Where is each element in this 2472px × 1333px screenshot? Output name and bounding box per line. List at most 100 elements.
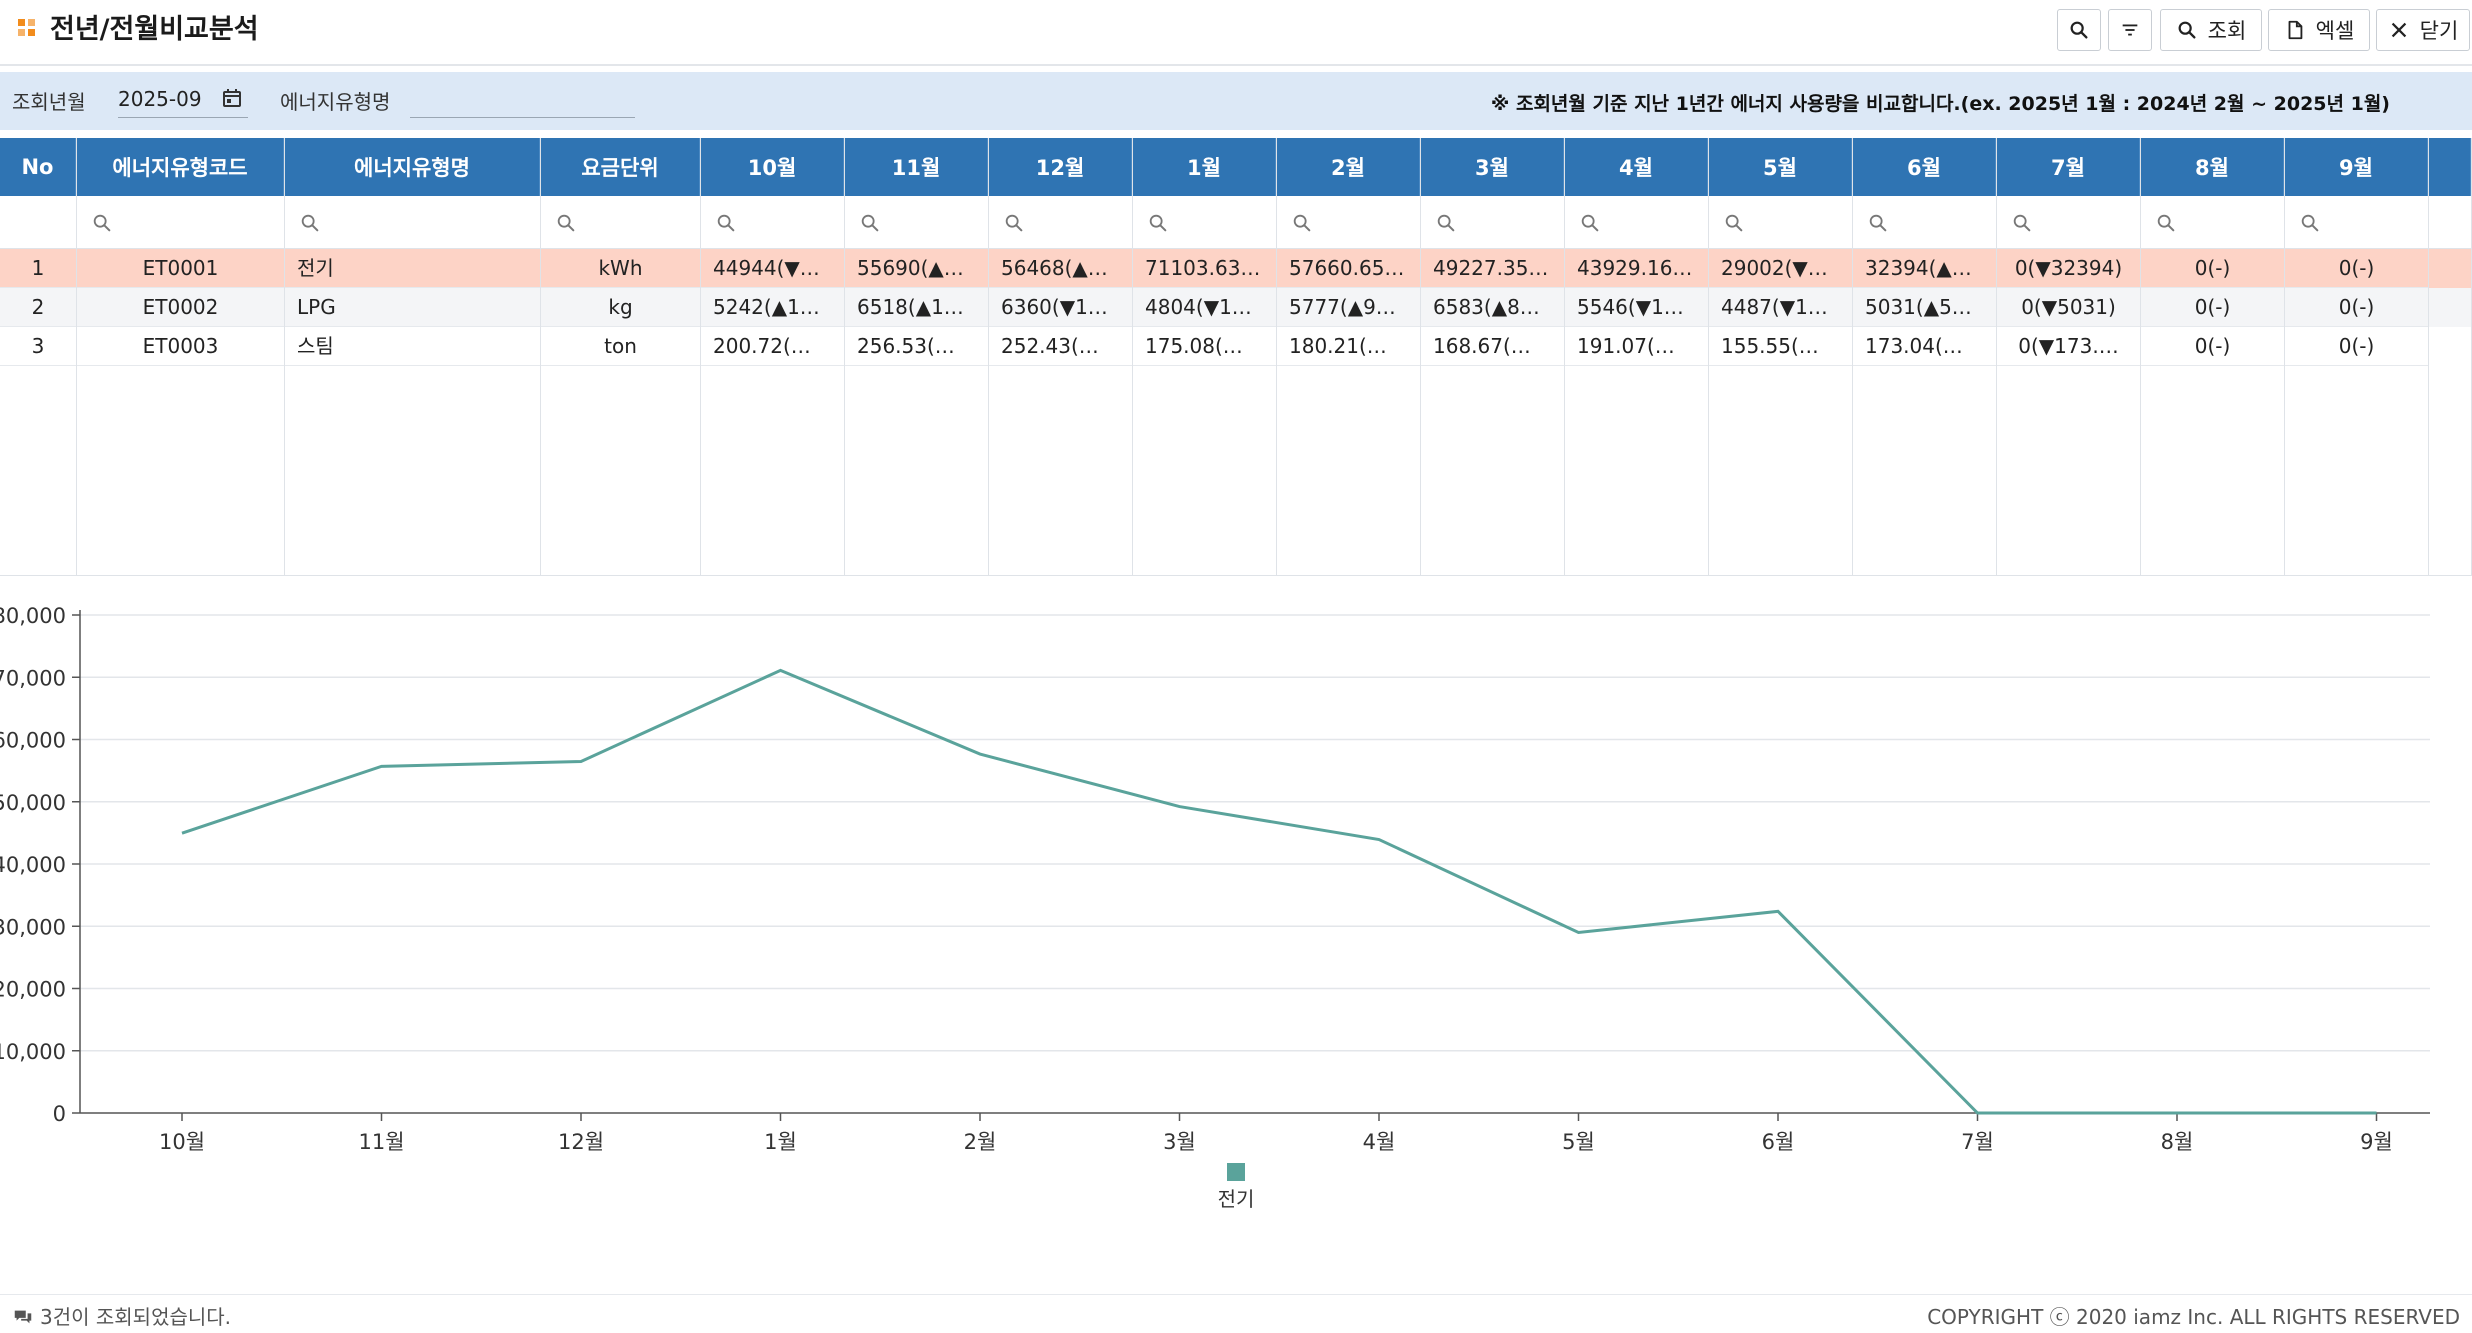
cell-dec[interactable]: 56468(▲… [989, 249, 1132, 288]
cell-may[interactable]: 29002(▼… [1709, 249, 1852, 288]
column-header-no[interactable]: No [0, 138, 76, 196]
cell-unit[interactable]: kg [541, 288, 700, 327]
data-point[interactable] [178, 829, 186, 837]
cell-jul[interactable]: 0(▼5031) [1997, 288, 2140, 327]
column-header-oct[interactable]: 10월 [701, 138, 844, 196]
cell-mar[interactable]: 6583(▲8… [1421, 288, 1564, 327]
cell-dec[interactable]: 252.43(… [989, 327, 1132, 366]
data-point[interactable] [1575, 928, 1583, 936]
column-header-mar[interactable]: 3월 [1421, 138, 1564, 196]
cell-sep[interactable]: 0(-) [2285, 249, 2428, 288]
data-point[interactable] [1774, 907, 1782, 915]
column-filter-jul[interactable] [1997, 196, 2140, 249]
cell-energy-name[interactable]: LPG [285, 288, 540, 327]
column-header-apr[interactable]: 4월 [1565, 138, 1708, 196]
column-filter-aug[interactable] [2141, 196, 2284, 249]
selected-row-highlight[interactable] [0, 249, 2472, 288]
filter-button[interactable] [2108, 9, 2152, 51]
column-header-dec[interactable]: 12월 [989, 138, 1132, 196]
cell-energy-code[interactable]: ET0001 [77, 249, 284, 288]
cell-aug[interactable]: 0(-) [2141, 327, 2284, 366]
cell-jan[interactable]: 4804(▼1… [1133, 288, 1276, 327]
cell-jul[interactable]: 0(▼32394) [1997, 249, 2140, 288]
period-field[interactable]: 2025-09 [118, 84, 248, 118]
cell-unit[interactable]: ton [541, 327, 700, 366]
column-filter-may[interactable] [1709, 196, 1852, 249]
column-filter-apr[interactable] [1565, 196, 1708, 249]
cell-energy-name[interactable]: 전기 [285, 249, 540, 288]
data-point[interactable] [1375, 836, 1383, 844]
cell-jun[interactable]: 173.04(… [1853, 327, 1996, 366]
cell-may[interactable]: 155.55(… [1709, 327, 1852, 366]
column-filter-dec[interactable] [989, 196, 1132, 249]
cell-may[interactable]: 4487(▼1… [1709, 288, 1852, 327]
calendar-icon[interactable] [220, 86, 244, 110]
cell-sep[interactable]: 0(-) [2285, 288, 2428, 327]
cell-no[interactable]: 2 [0, 288, 76, 327]
column-filter-jun[interactable] [1853, 196, 1996, 249]
cell-aug[interactable]: 0(-) [2141, 249, 2284, 288]
column-header-sep[interactable]: 9월 [2285, 138, 2428, 196]
cell-feb[interactable]: 57660.65… [1277, 249, 1420, 288]
column-header-feb[interactable]: 2월 [1277, 138, 1420, 196]
column-filter-no[interactable] [0, 196, 76, 249]
cell-jan[interactable]: 175.08(… [1133, 327, 1276, 366]
column-filter-feb[interactable] [1277, 196, 1420, 249]
excel-button[interactable]: 엑셀 [2268, 9, 2370, 51]
search-button[interactable]: 조회 [2160, 9, 2262, 51]
data-point[interactable] [2173, 1109, 2181, 1117]
data-point[interactable] [577, 757, 585, 765]
cell-oct[interactable]: 200.72(… [701, 327, 844, 366]
cell-jun[interactable]: 5031(▲5… [1853, 288, 1996, 327]
cell-apr[interactable]: 5546(▼1… [1565, 288, 1708, 327]
column-filter-nov[interactable] [845, 196, 988, 249]
column-filter-mar[interactable] [1421, 196, 1564, 249]
cell-apr[interactable]: 191.07(… [1565, 327, 1708, 366]
energy-name-field[interactable] [410, 84, 635, 118]
cell-oct[interactable]: 44944(▼… [701, 249, 844, 288]
cell-jul[interactable]: 0(▼173.… [1997, 327, 2140, 366]
cell-no[interactable]: 1 [0, 249, 76, 288]
data-point[interactable] [2373, 1109, 2381, 1117]
column-filter-energy-name[interactable] [285, 196, 540, 249]
energy-name-input[interactable] [410, 84, 635, 114]
cell-energy-code[interactable]: ET0002 [77, 288, 284, 327]
cell-nov[interactable]: 55690(▲… [845, 249, 988, 288]
cell-dec[interactable]: 6360(▼1… [989, 288, 1132, 327]
column-header-energy-name[interactable]: 에너지유형명 [285, 138, 540, 196]
cell-aug[interactable]: 0(-) [2141, 288, 2284, 327]
data-point[interactable] [1176, 803, 1184, 811]
column-filter-oct[interactable] [701, 196, 844, 249]
cell-unit[interactable]: kWh [541, 249, 700, 288]
cell-apr[interactable]: 43929.16… [1565, 249, 1708, 288]
data-point[interactable] [976, 750, 984, 758]
row-stripe[interactable] [0, 288, 2472, 327]
column-header-may[interactable]: 5월 [1709, 138, 1852, 196]
column-header-jun[interactable]: 6월 [1853, 138, 1996, 196]
column-filter-jan[interactable] [1133, 196, 1276, 249]
legend-label[interactable]: 전기 [1218, 1187, 1255, 1211]
series-line-0[interactable] [181, 668, 2377, 1115]
close-button[interactable]: 닫기 [2376, 9, 2470, 51]
cell-energy-name[interactable]: 스팀 [285, 327, 540, 366]
cell-feb[interactable]: 180.21(… [1277, 327, 1420, 366]
cell-nov[interactable]: 6518(▲1… [845, 288, 988, 327]
column-header-aug[interactable]: 8월 [2141, 138, 2284, 196]
cell-jun[interactable]: 32394(▲… [1853, 249, 1996, 288]
cell-mar[interactable]: 49227.35… [1421, 249, 1564, 288]
column-header-unit[interactable]: 요금단위 [541, 138, 700, 196]
data-point[interactable] [378, 762, 386, 770]
column-filter-unit[interactable] [541, 196, 700, 249]
column-header-energy-code[interactable]: 에너지유형코드 [77, 138, 284, 196]
column-header-jul[interactable]: 7월 [1997, 138, 2140, 196]
cell-energy-code[interactable]: ET0003 [77, 327, 284, 366]
cell-oct[interactable]: 5242(▲1… [701, 288, 844, 327]
row-stripe[interactable] [0, 327, 2472, 366]
cell-nov[interactable]: 256.53(… [845, 327, 988, 366]
legend-swatch[interactable] [1227, 1163, 1245, 1181]
cell-no[interactable]: 3 [0, 327, 76, 366]
cell-jan[interactable]: 71103.63… [1133, 249, 1276, 288]
cell-feb[interactable]: 5777(▲9… [1277, 288, 1420, 327]
column-header-jan[interactable]: 1월 [1133, 138, 1276, 196]
data-point[interactable] [1974, 1109, 1982, 1117]
